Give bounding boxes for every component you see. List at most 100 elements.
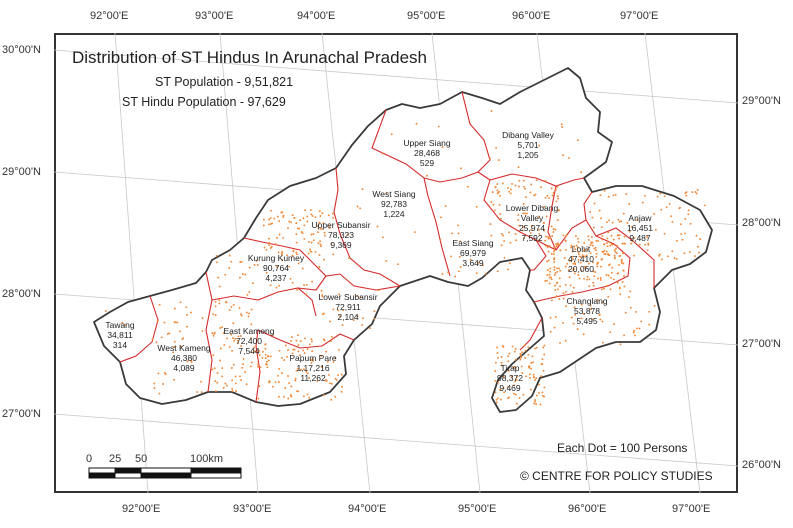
population-dot	[323, 339, 326, 342]
population-dot	[538, 232, 541, 235]
population-dot	[546, 194, 549, 197]
population-dot	[190, 359, 193, 362]
population-dot	[653, 304, 656, 307]
population-dot	[268, 380, 271, 383]
population-dot	[219, 359, 222, 362]
population-dot	[535, 394, 538, 397]
population-dot	[381, 236, 384, 239]
population-dot	[212, 313, 215, 316]
population-dot	[278, 367, 281, 370]
population-dot	[222, 387, 225, 389]
population-dot	[573, 267, 575, 270]
population-dot	[499, 194, 501, 197]
population-dot	[597, 261, 600, 264]
population-dot	[548, 282, 551, 285]
population-dot	[226, 337, 229, 340]
district-name: Dibang Valley	[502, 130, 554, 140]
population-dot	[302, 368, 305, 371]
population-dot	[543, 205, 546, 208]
population-dot	[332, 212, 334, 215]
population-dot	[289, 394, 292, 396]
population-dot	[283, 359, 286, 362]
population-dot	[517, 214, 520, 216]
population-dot	[322, 394, 325, 397]
population-dot	[499, 398, 502, 401]
population-dot	[258, 385, 261, 388]
population-dot	[264, 343, 267, 346]
population-dot	[552, 231, 555, 233]
population-dot	[596, 265, 599, 268]
population-dot	[556, 270, 559, 273]
district-name: East Siang	[452, 238, 494, 248]
population-dot	[577, 253, 580, 256]
population-dot	[540, 186, 543, 189]
population-dot	[553, 274, 556, 276]
population-dot	[319, 243, 322, 246]
population-dot	[258, 354, 261, 357]
population-dot	[538, 228, 540, 231]
population-dot	[579, 261, 582, 264]
population-dot	[304, 337, 306, 340]
population-dot	[489, 223, 492, 226]
population-dot	[694, 191, 697, 193]
population-dot	[549, 316, 552, 319]
population-dot	[618, 237, 621, 240]
population-dot	[269, 284, 272, 287]
population-dot	[320, 245, 322, 248]
district-total: 69,979	[460, 248, 486, 258]
population-dot	[699, 238, 702, 240]
population-dot	[527, 346, 530, 349]
population-dot	[321, 228, 324, 230]
population-dot	[595, 252, 598, 255]
population-dot	[550, 278, 553, 281]
district-hindu: 2,104	[337, 312, 359, 322]
population-dot	[568, 260, 571, 262]
population-dot	[703, 204, 706, 207]
district-line	[547, 185, 557, 251]
scale-segment	[140, 472, 192, 479]
population-dot	[550, 187, 553, 190]
population-dot	[601, 320, 604, 323]
district-hindu: 11,262	[300, 373, 326, 383]
population-dot	[559, 249, 562, 252]
population-dot	[658, 254, 660, 257]
population-dot	[515, 402, 518, 405]
population-dot	[458, 255, 461, 258]
population-dot	[509, 241, 512, 244]
population-dot	[437, 125, 440, 128]
population-dot	[268, 244, 271, 247]
population-dot	[257, 365, 259, 368]
population-dot	[587, 262, 590, 265]
population-dot	[248, 312, 251, 315]
population-dot	[339, 315, 341, 318]
population-dot	[641, 201, 644, 204]
population-dot	[600, 217, 602, 220]
population-dot	[553, 248, 556, 251]
population-dot	[556, 267, 559, 270]
population-dot	[309, 248, 311, 251]
population-dot	[160, 336, 163, 339]
district-label-tirap: Tirap 98,372 9,469	[497, 363, 523, 393]
population-dot	[611, 266, 614, 269]
population-dot	[572, 286, 575, 289]
population-dot	[490, 110, 493, 112]
district-hindu: 9,469	[499, 383, 521, 393]
population-dot	[303, 237, 306, 240]
population-dot	[689, 222, 692, 225]
population-dot	[508, 352, 511, 355]
population-dot	[519, 354, 522, 357]
population-dot	[522, 393, 525, 396]
lat-label-right: 27°00'N	[742, 338, 781, 350]
population-dot	[334, 356, 337, 359]
population-dot	[547, 236, 549, 238]
population-dot	[502, 234, 505, 237]
district-name: Lower Dibang Valley	[505, 203, 559, 223]
population-dot	[200, 391, 203, 394]
population-dot	[623, 235, 626, 238]
district-line	[339, 273, 401, 291]
population-dot	[327, 373, 330, 376]
graticule-line	[53, 49, 739, 104]
population-dot	[514, 367, 517, 370]
population-dot	[291, 214, 294, 217]
